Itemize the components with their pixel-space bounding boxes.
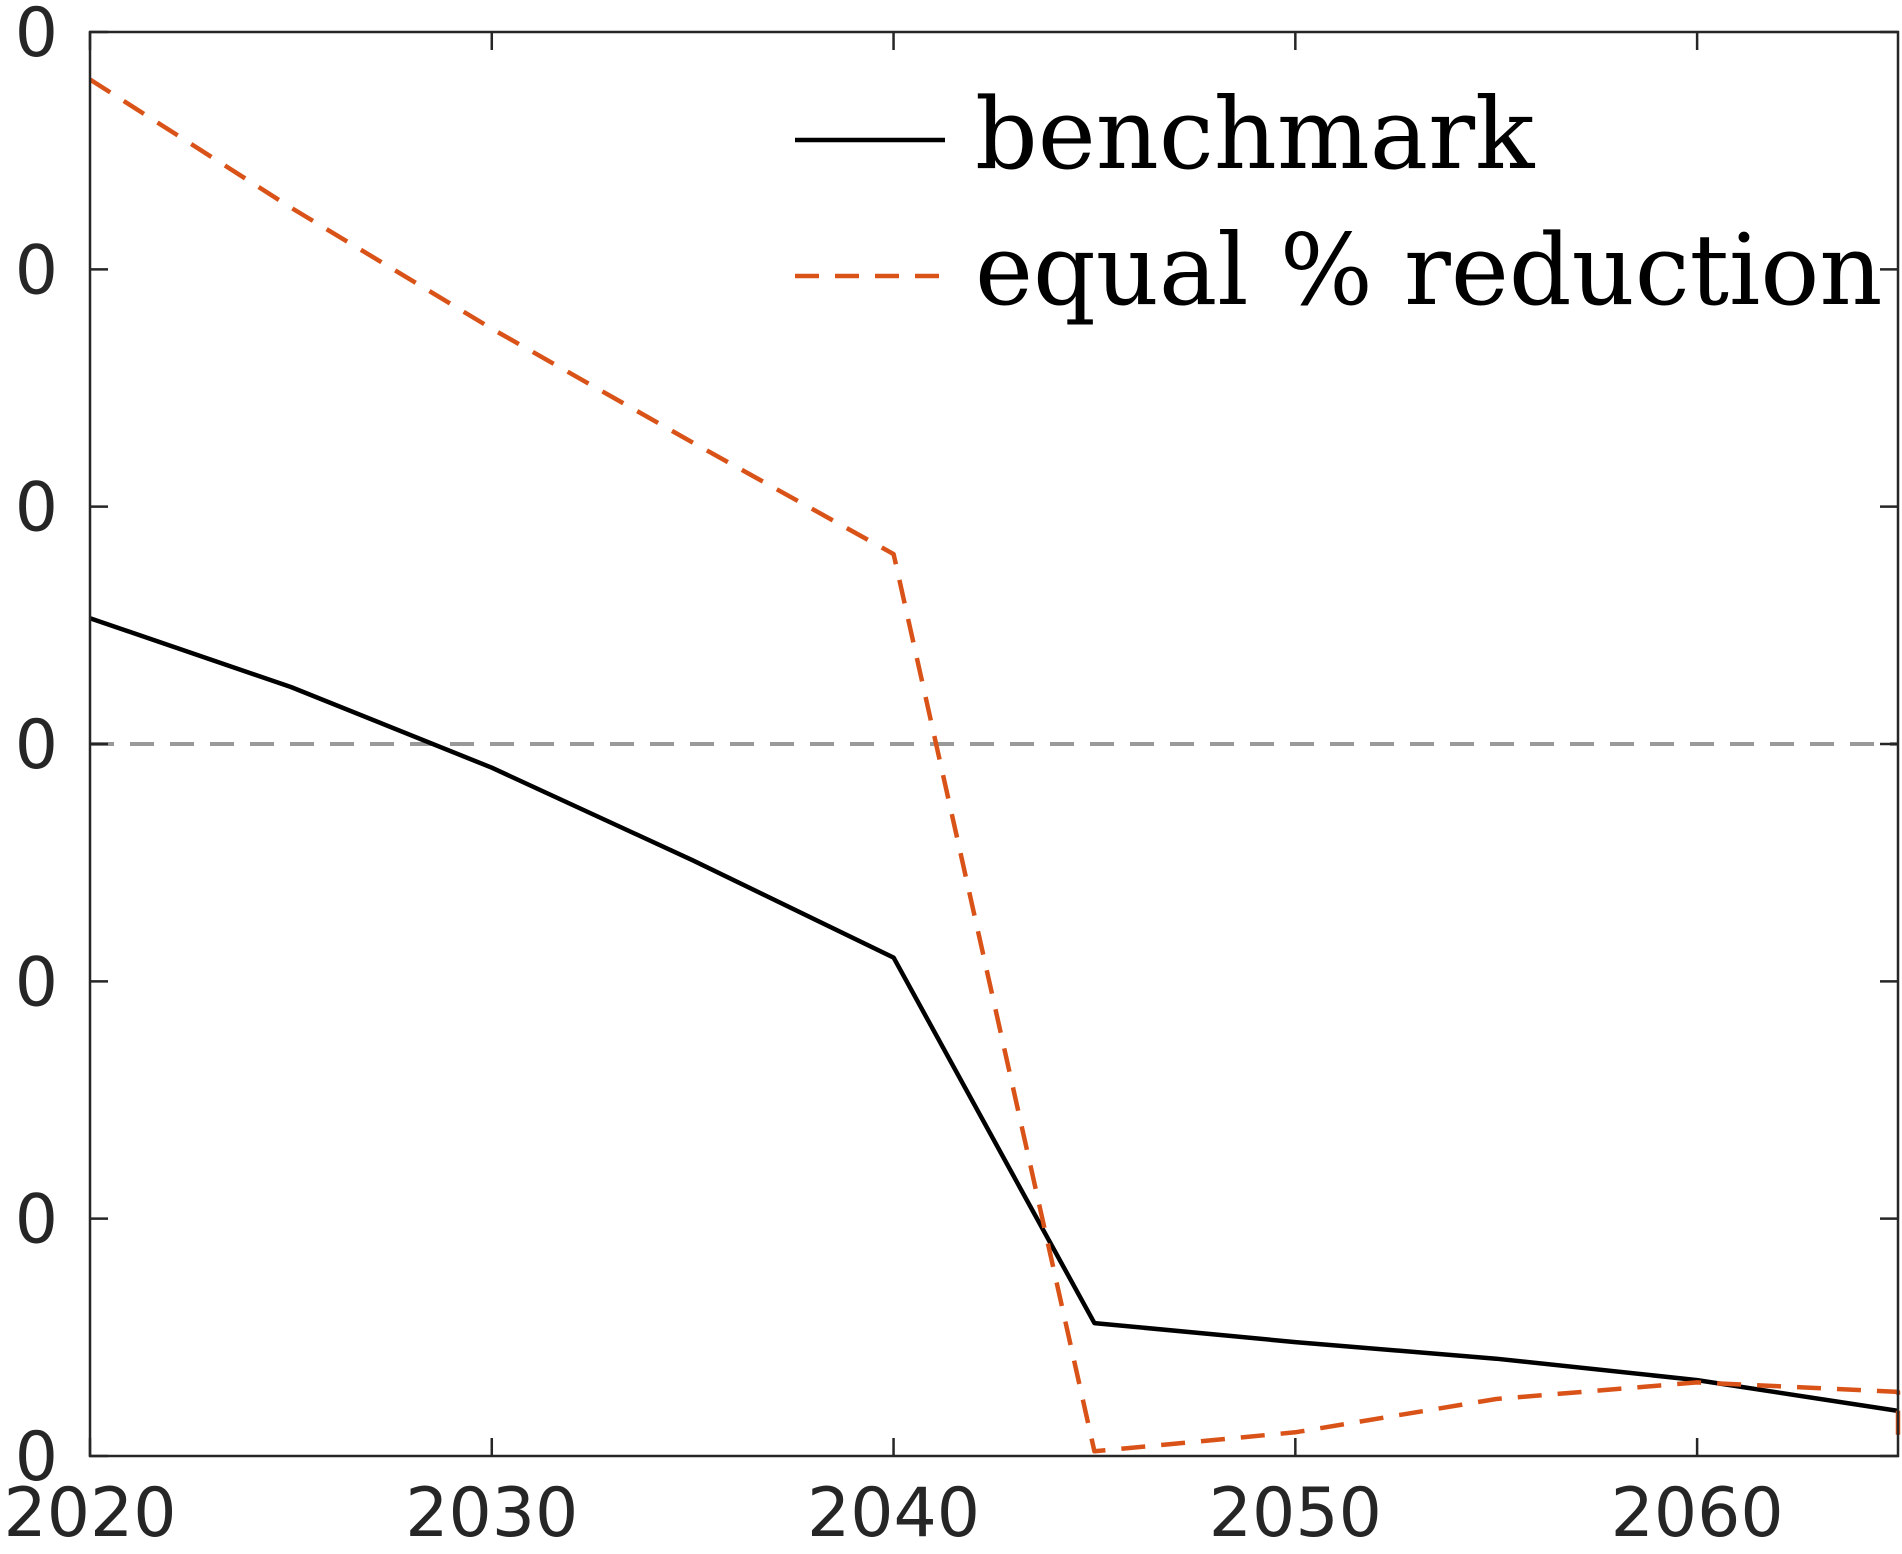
x-tick-label: 2020 — [3, 1474, 176, 1553]
y-tick-label: 0 — [15, 706, 58, 785]
axes: 2020 2030 2040 2050 2060 0 0 0 0 0 0 0 — [3, 0, 1900, 1553]
y-tick-label: 0 — [15, 1181, 58, 1260]
x-tick-label: 2050 — [1209, 1474, 1382, 1553]
legend-entry-equal-reduction-label: equal % reduction — [975, 214, 1882, 328]
x-tick-label: 2060 — [1611, 1474, 1784, 1553]
y-tick-label: 0 — [15, 1418, 58, 1497]
series-line-benchmark — [89, 616, 1899, 1414]
y-tick-label: 0 — [15, 943, 58, 1022]
series-line-equal-reduction — [88, 77, 1901, 1454]
legend: benchmark equal % reduction — [795, 78, 1882, 328]
x-tick-label: 2040 — [807, 1474, 980, 1553]
plot-area — [88, 77, 1901, 1454]
x-tick-label: 2030 — [405, 1474, 578, 1553]
legend-entry-benchmark-label: benchmark — [975, 78, 1536, 192]
y-tick-label: 0 — [15, 469, 58, 548]
y-tick-label: 0 — [15, 0, 58, 73]
y-tick-label: 0 — [15, 231, 58, 310]
